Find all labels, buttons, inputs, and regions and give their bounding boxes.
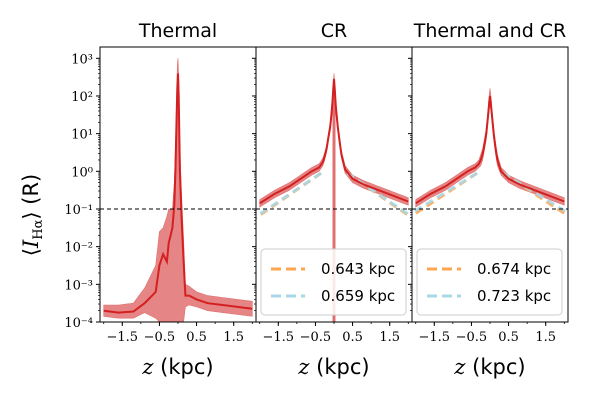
fit-line-1-left (256, 171, 322, 218)
fit-line-1-right (346, 171, 412, 218)
x-tick-label: 1.5 (379, 330, 400, 345)
x-tick-label: 1.5 (535, 330, 556, 345)
x-tick-label: 1.5 (223, 330, 244, 345)
legend-label: 0.659 kpc (321, 287, 395, 305)
y-tick-label: 10³ (71, 52, 93, 67)
panel-title: CR (321, 20, 347, 42)
panel-0: Thermal −1.5 −0.5 0.5 1.5 10⁻⁴ 10⁻³ 10⁻² 10⁻¹ 10⁰… (64, 20, 257, 379)
plot-area (256, 73, 412, 322)
x-tick-label: −0.5 (456, 330, 488, 345)
y-tick-label: 10¹ (71, 128, 93, 143)
y-tick-label: 10⁰ (71, 165, 93, 180)
legend-label: 0.643 kpc (321, 260, 395, 278)
median-line (103, 73, 253, 314)
x-tick-label: −1.5 (262, 330, 294, 345)
plot-area (100, 58, 256, 322)
fit-line-1-left (412, 171, 478, 215)
x-tick-label: 0.5 (498, 330, 519, 345)
plot-area (412, 88, 568, 217)
y-tick-label: 10⁻³ (64, 278, 93, 293)
legend-box (416, 248, 563, 316)
panel-1: CR −1.5 −0.5 0.5 1.5 z (kpc) 0.643 kpc 0.659 kp… (252, 20, 413, 379)
legend-box (260, 248, 407, 316)
x-tick-label: −1.5 (106, 330, 138, 345)
y-tick-label: 10⁻¹ (64, 203, 93, 218)
y-axis-label-text: ⟨IHα⟩ (R) (19, 174, 46, 256)
ylabel-open: ⟨ (19, 248, 43, 256)
panel-title: Thermal (138, 20, 217, 42)
x-axis-label-unit: (kpc) (153, 355, 213, 379)
x-axis-label: z (kpc) (297, 355, 369, 379)
ylabel-sub: Hα (31, 219, 46, 239)
panel-title: Thermal and CR (413, 20, 567, 42)
x-axis-label: z (kpc) (453, 355, 525, 379)
x-axis-label-var: z (297, 355, 310, 379)
spike-band (332, 84, 336, 322)
x-tick-label: 0.5 (186, 330, 207, 345)
median-line (415, 95, 565, 205)
x-tick-label: −0.5 (144, 330, 176, 345)
y-tick-label: 10⁻⁴ (64, 316, 93, 331)
y-tick-label: 10² (71, 90, 93, 105)
legend-label: 0.723 kpc (477, 287, 551, 305)
panel-2: Thermal and CR −1.5 −0.5 0.5 1.5 z (kpc) 0.674… (408, 20, 569, 379)
x-axis-label-unit: (kpc) (465, 355, 525, 379)
x-axis-label-var: z (141, 355, 154, 379)
median-line (259, 78, 409, 205)
x-tick-label: 0.5 (342, 330, 363, 345)
ylabel-close: ⟩ (19, 211, 43, 219)
ylabel-unit: (R) (19, 174, 43, 212)
x-tick-label: −0.5 (300, 330, 332, 345)
y-axis-label: ⟨IHα⟩ (R) (19, 174, 46, 256)
x-axis-label: z (kpc) (141, 355, 213, 379)
x-axis-label-unit: (kpc) (309, 355, 369, 379)
y-tick-label: 10⁻² (64, 241, 93, 256)
legend-label: 0.674 kpc (477, 260, 551, 278)
x-tick-label: −1.5 (418, 330, 450, 345)
x-axis-label-var: z (453, 355, 466, 379)
ylabel-var: I (19, 239, 43, 249)
